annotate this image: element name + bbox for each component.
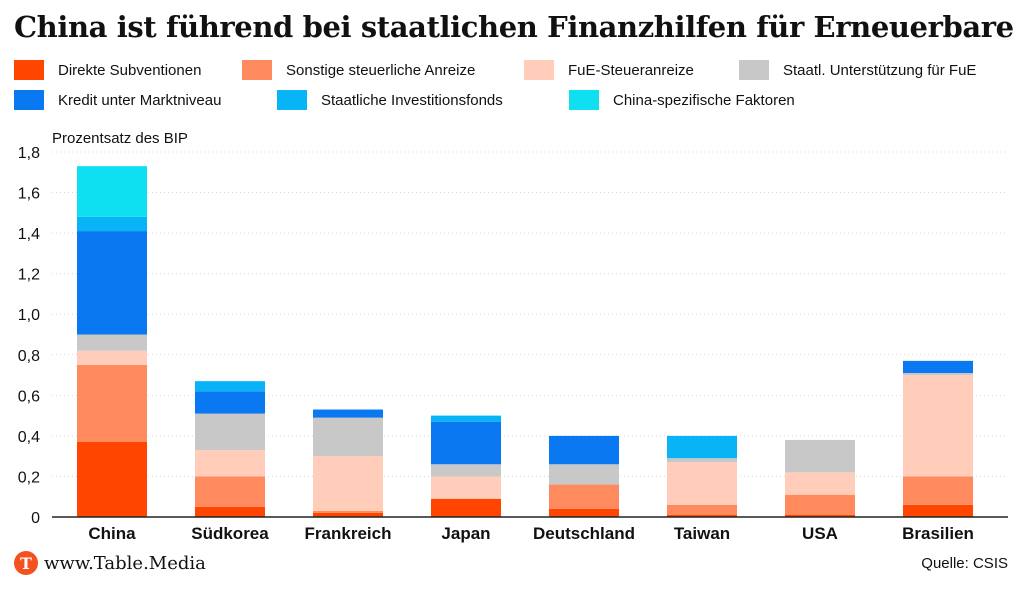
bar-segment	[77, 350, 147, 365]
x-tick-label: USA	[802, 524, 838, 543]
legend-item-fue-steueranreize: FuE-Steueranreize	[524, 60, 694, 80]
x-tick-label: Japan	[441, 524, 490, 543]
bar-segment	[77, 231, 147, 335]
legend-label: Staatliche Investitionsfonds	[321, 91, 503, 109]
legend-swatch	[14, 60, 44, 80]
x-tick-label: Taiwan	[674, 524, 730, 543]
legend-label: Direkte Subventionen	[58, 61, 202, 79]
bar-segment	[549, 484, 619, 509]
bar-segment	[431, 464, 501, 477]
legend-swatch	[277, 90, 307, 110]
bar-segment	[431, 421, 501, 465]
bar-segment	[549, 435, 619, 465]
legend-item-sonstige-steuerliche-anreize: Sonstige steuerliche Anreize	[242, 60, 475, 80]
bar-segment	[667, 514, 737, 517]
y-tick-label: 1,2	[18, 267, 40, 284]
bar-segment	[77, 441, 147, 517]
y-tick-label: 0,2	[18, 469, 40, 486]
bar-segment	[313, 510, 383, 513]
legend-label: Sonstige steuerliche Anreize	[286, 61, 476, 79]
bar-segment	[903, 476, 973, 505]
bar-segment	[549, 464, 619, 485]
bar-segment	[549, 508, 619, 517]
bar-segment	[195, 450, 265, 477]
legend-label: Kredit unter Marktniveau	[58, 91, 222, 109]
y-tick-label: 0	[31, 510, 40, 527]
bar-segment	[313, 409, 383, 418]
legend-label: China-spezifische Faktoren	[613, 91, 795, 109]
y-tick-label: 0,8	[18, 348, 40, 365]
x-tick-label: Südkorea	[191, 524, 269, 543]
x-tick-label: Brasilien	[902, 524, 974, 543]
bar-segment	[77, 334, 147, 351]
legend-item-direkte-subventionen: Direkte Subventionen	[14, 60, 201, 80]
legend-swatch	[14, 90, 44, 110]
bar-segment	[667, 504, 737, 515]
legend-label: FuE-Steueranreize	[568, 61, 694, 79]
legend-item-staatliche-investitionsfonds: Staatliche Investitionsfonds	[277, 90, 503, 110]
bar-segment	[785, 472, 855, 495]
bar-segment	[903, 373, 973, 376]
bar-segment	[785, 514, 855, 517]
legend-item-china-spezifische-faktoren: China-spezifische Faktoren	[569, 90, 795, 110]
y-tick-label: 0,6	[18, 388, 40, 405]
bar-segment	[431, 476, 501, 499]
legend-swatch	[569, 90, 599, 110]
legend-item-kredit-unter-marktniveau: Kredit unter Marktniveau	[14, 90, 221, 110]
x-tick-label: China	[88, 524, 136, 543]
legend-swatch	[524, 60, 554, 80]
bar-segment	[667, 435, 737, 459]
bar-segment	[785, 439, 855, 473]
bar-segment	[195, 476, 265, 507]
bar-segment	[903, 375, 973, 477]
bar-segment	[195, 506, 265, 517]
chart-title: China ist führend bei staatlichen Finanz…	[14, 10, 1014, 44]
y-tick-label: 0,4	[18, 429, 40, 446]
bar-segment	[903, 360, 973, 374]
bar-segment	[667, 462, 737, 505]
bar-segment	[77, 166, 147, 217]
bar-segment	[313, 456, 383, 511]
bar-segment	[77, 216, 147, 232]
y-axis-label: Prozentsatz des BIP	[52, 130, 188, 147]
legend: Direkte Subventionen Sonstige steuerlich…	[14, 60, 1014, 116]
y-tick-label: 1,0	[18, 307, 40, 324]
bar-segment	[195, 391, 265, 414]
footer-branding: T www.Table.Media	[14, 551, 206, 575]
legend-swatch	[242, 60, 272, 80]
bar-segment	[313, 512, 383, 517]
bar-segment	[195, 381, 265, 392]
legend-label: Staatl. Unterstützung für FuE	[783, 61, 977, 79]
legend-swatch	[739, 60, 769, 80]
bar-segment	[431, 415, 501, 422]
y-tick-label: 1,8	[18, 145, 40, 162]
table-media-logo-icon: T	[14, 551, 38, 575]
y-tick-label: 1,4	[18, 226, 40, 243]
bar-segment	[785, 494, 855, 515]
bar-segment	[667, 458, 737, 463]
y-tick-label: 1,6	[18, 186, 40, 203]
bar-segment	[313, 417, 383, 457]
bar-segment	[903, 504, 973, 517]
bar-segment	[77, 364, 147, 442]
site-name: www.Table.Media	[44, 552, 206, 574]
x-tick-label: Deutschland	[533, 524, 635, 543]
bar-segment	[195, 413, 265, 451]
bar-segment	[431, 498, 501, 517]
legend-item-staatl-unterstuetzung-fue: Staatl. Unterstützung für FuE	[739, 60, 976, 80]
source-note: Quelle: CSIS	[921, 555, 1008, 572]
x-tick-label: Frankreich	[305, 524, 392, 543]
